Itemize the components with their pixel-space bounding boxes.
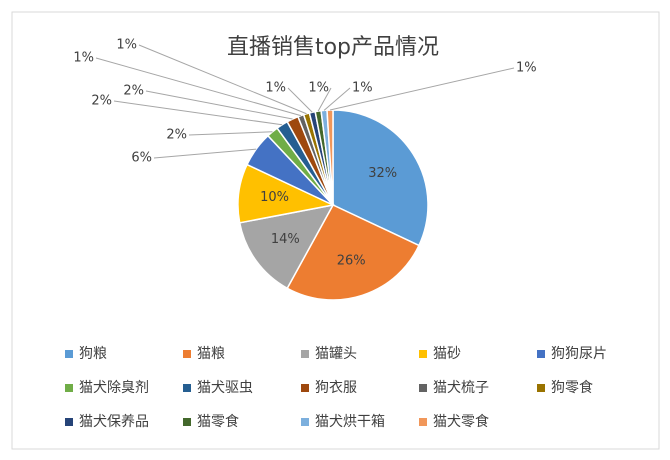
legend-label: 狗狗尿片	[551, 346, 607, 362]
legend-label: 猫犬零食	[433, 413, 489, 430]
legend-swatch	[183, 384, 191, 392]
leader-line	[138, 44, 307, 115]
data-label: 1%	[73, 51, 94, 66]
legend-label: 猫砂	[433, 346, 461, 362]
legend-swatch	[65, 350, 73, 358]
data-label: 2%	[91, 94, 112, 109]
chart-title: 直播销售top产品情况	[227, 35, 439, 60]
legend-label: 狗粮	[79, 346, 107, 362]
leader-line	[145, 90, 293, 120]
legend-swatch	[301, 384, 309, 392]
data-label: 14%	[271, 232, 300, 247]
legend-swatch	[537, 350, 545, 358]
leader-line	[153, 148, 257, 159]
legend-swatch	[183, 350, 191, 358]
data-label: 1%	[516, 61, 537, 76]
legend-swatch	[419, 384, 427, 392]
leader-line	[113, 100, 283, 126]
legend-swatch	[419, 350, 427, 358]
leader-line	[188, 131, 273, 136]
legend-label: 猫犬驱虫	[197, 380, 253, 396]
data-label: 1%	[265, 81, 286, 96]
legend-label: 猫犬保养品	[79, 414, 149, 430]
leader-line	[287, 87, 313, 113]
leader-line	[329, 67, 515, 111]
leader-line	[317, 87, 332, 112]
legend-swatch	[301, 418, 309, 426]
legend-swatch	[65, 384, 73, 392]
legend-swatch	[301, 350, 309, 358]
pie-slice	[332, 109, 429, 247]
data-label: 6%	[131, 151, 152, 166]
leader-line	[323, 87, 351, 111]
data-label: 32%	[368, 166, 397, 181]
data-label: 2%	[166, 128, 187, 143]
data-label: 1%	[352, 81, 373, 96]
legend-label: 猫犬梳子	[433, 380, 489, 396]
data-label: 26%	[337, 254, 366, 269]
data-label: 2%	[123, 84, 144, 99]
data-label: 1%	[116, 38, 137, 53]
pie-slice	[238, 203, 335, 290]
legend-swatch	[537, 384, 545, 392]
legend-label: 猫犬除臭剂	[79, 380, 149, 396]
legend-label: 猫犬烘干箱	[315, 414, 385, 430]
legend-swatch	[183, 418, 191, 426]
legend-label: 猫罐头	[315, 346, 357, 362]
data-label: 10%	[260, 190, 289, 205]
legend-swatch	[65, 418, 73, 426]
legend-label: 狗零食	[551, 379, 593, 396]
data-label: 1%	[308, 81, 329, 96]
leader-line	[95, 57, 301, 117]
legend-label: 猫零食	[197, 413, 239, 430]
legend-label: 狗衣服	[315, 380, 357, 396]
legend-swatch	[419, 418, 427, 426]
legend-label: 猫粮	[197, 346, 225, 362]
